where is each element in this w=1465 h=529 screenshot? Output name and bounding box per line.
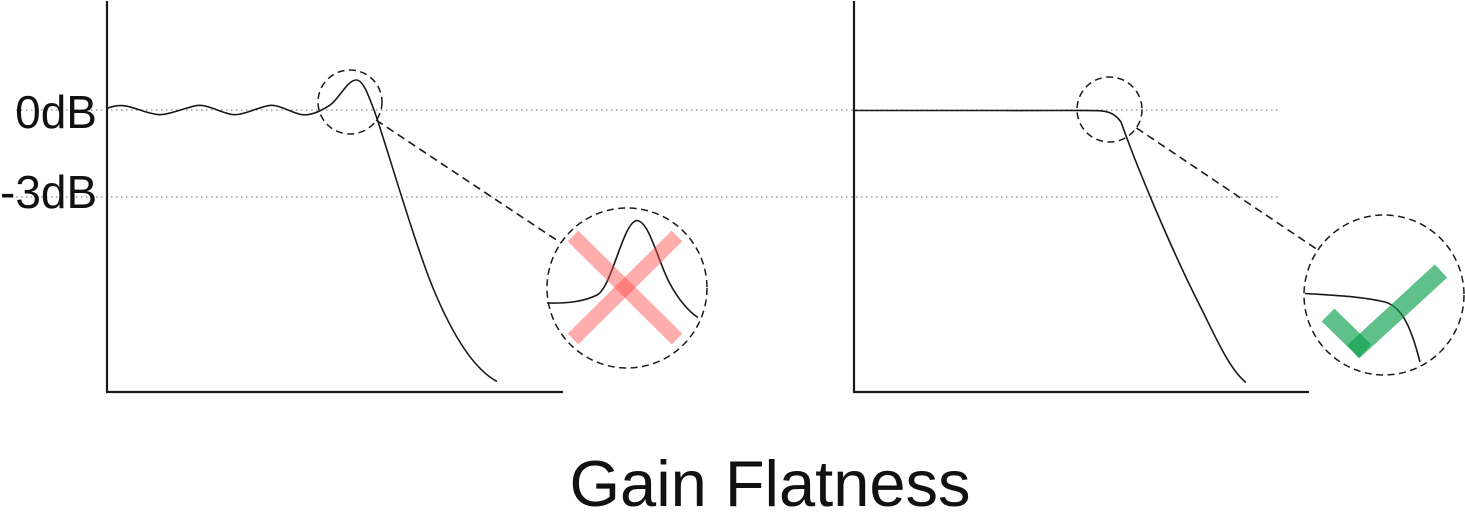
- magnified-knee-curve: [1304, 292, 1421, 363]
- cross-stroke-down: [567, 230, 683, 345]
- left-callout-line: [375, 119, 562, 244]
- figure-title: Gain Flatness: [569, 447, 971, 520]
- right-response-curve: [853, 109, 1247, 384]
- minus-3db-label: -3dB: [0, 166, 98, 218]
- cross-icon: [567, 230, 683, 345]
- right-detail-circle: [1076, 76, 1143, 143]
- magnified-peak-curve: [546, 219, 699, 319]
- cross-stroke-up: [567, 230, 683, 345]
- left-detail-circle: [317, 69, 383, 135]
- left-magnifier-circle: [546, 207, 708, 369]
- check-long-arm: [1346, 264, 1448, 359]
- check-icon: [1321, 264, 1448, 359]
- right-callout-line: [1136, 127, 1319, 251]
- right-magnifier-circle: [1303, 214, 1465, 376]
- left-response-curve: [106, 79, 498, 383]
- zero-db-label: 0dB: [15, 86, 97, 138]
